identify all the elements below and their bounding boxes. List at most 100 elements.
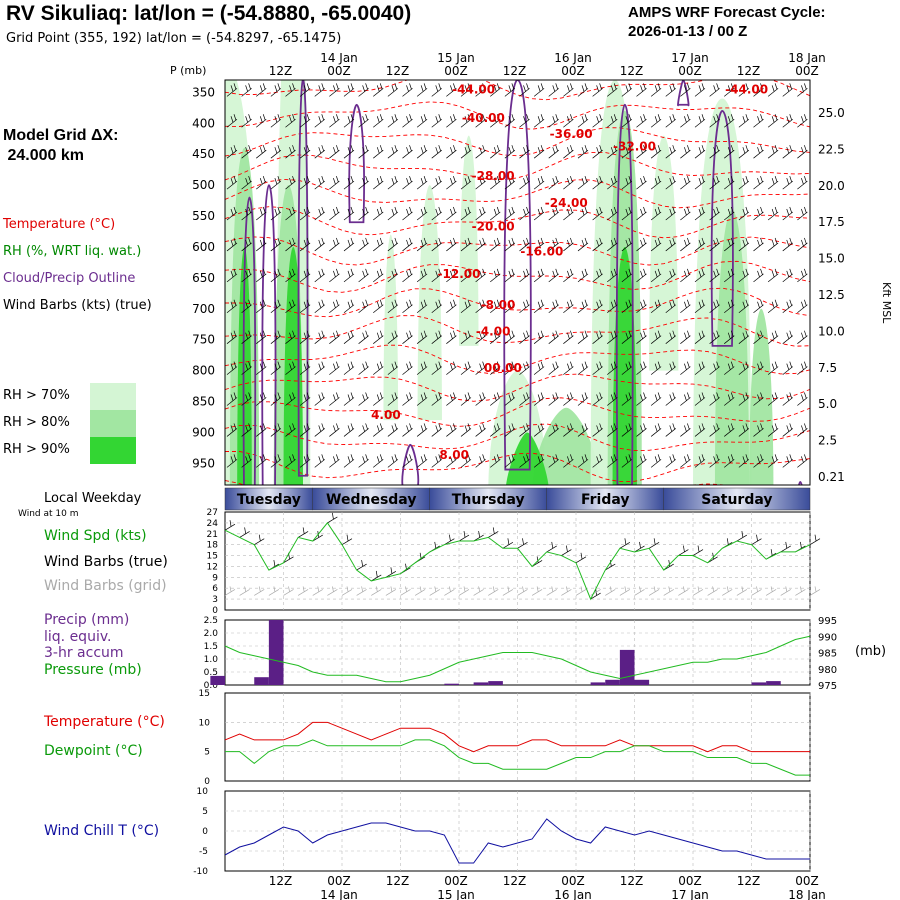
temperature-contour — [225, 127, 810, 157]
height-tick: 10.0 — [818, 324, 845, 338]
rh-region — [506, 432, 549, 485]
wind-barb — [299, 176, 311, 190]
precip-bar — [634, 679, 650, 685]
wind-barb — [782, 454, 793, 468]
wind-barb — [563, 206, 574, 221]
wind-barb — [460, 454, 472, 468]
height-tick: 22.5 — [818, 142, 845, 156]
wind-barb — [738, 330, 750, 344]
cloud-outline — [348, 103, 365, 224]
wind-barb — [548, 299, 559, 314]
wind-barb — [299, 206, 311, 221]
wind-barb — [241, 145, 252, 159]
wind-barb — [270, 145, 282, 159]
wind-barb-grid — [312, 586, 323, 596]
wind-barb — [665, 454, 676, 468]
wind-barb — [460, 206, 472, 221]
wind-barb — [329, 145, 340, 159]
wind-barb — [709, 268, 720, 283]
temperature-contour — [225, 451, 810, 483]
cycle-line-1: AMPS WRF Forecast Cycle: — [628, 4, 826, 21]
wind-barb — [636, 454, 647, 468]
wind-barb — [680, 145, 691, 159]
bottom-time-tick: 00Z — [795, 874, 819, 888]
wind-barb — [694, 268, 706, 283]
wind-barb — [460, 423, 472, 437]
wind-barb — [314, 299, 325, 314]
wind-barb — [343, 268, 355, 283]
temperature-label: Temperature (°C) — [44, 714, 165, 730]
wind-barb — [431, 330, 442, 344]
wind-barb — [416, 83, 428, 97]
top-time-tick: 12Z — [503, 64, 527, 78]
wind-barb — [446, 423, 457, 437]
wind-barb — [680, 114, 691, 128]
wind-barb — [680, 454, 691, 468]
wind-barb — [475, 361, 486, 375]
wind-barb — [270, 83, 282, 97]
weekday-name: Friday — [581, 492, 630, 508]
wind-barb — [387, 454, 399, 468]
wind-barb — [387, 83, 399, 97]
wind-barb — [241, 83, 252, 97]
wind-barb-true — [254, 534, 265, 545]
height-tick: 25.0 — [818, 106, 845, 120]
wind-barb — [329, 268, 340, 283]
wind-barb — [460, 145, 472, 159]
wind-barb-true — [634, 541, 645, 553]
wind-barb — [724, 361, 735, 375]
wind-barb — [519, 330, 530, 344]
wind-barb-true — [371, 570, 382, 582]
wind-barb-grid — [283, 586, 294, 596]
wind-barb-true — [429, 541, 440, 553]
height-tick: 2.5 — [818, 434, 837, 448]
wind-barb — [314, 145, 325, 159]
wind-barb — [402, 392, 413, 406]
wind-barb — [285, 423, 296, 437]
model-grid-line-1: Model Grid ΔX: — [3, 127, 119, 144]
wind-barb — [358, 83, 369, 97]
wind-barb — [753, 361, 764, 375]
wind-barb — [373, 361, 384, 375]
wind-barb — [636, 330, 647, 344]
wind-barb — [285, 299, 296, 314]
temp-y-tick: 10 — [199, 718, 211, 728]
wind-barb — [636, 392, 647, 406]
wind-barb — [592, 299, 603, 314]
wind-barb-true — [488, 527, 499, 538]
wind-barb — [797, 392, 808, 406]
wind-barb — [563, 145, 574, 159]
wind-barb — [373, 114, 384, 128]
wind-barb — [797, 237, 808, 252]
wind-barb — [241, 268, 252, 283]
wind-barb — [256, 237, 267, 252]
wind-barb — [650, 176, 662, 190]
wind-barb — [416, 299, 428, 314]
wind-barb — [797, 361, 808, 375]
wind-barb — [665, 237, 676, 252]
wind-barb — [504, 361, 516, 375]
wind-barb — [680, 268, 691, 283]
wind-barb-grid — [297, 586, 309, 596]
wind-barb — [446, 237, 457, 252]
temp-y-tick: 15 — [199, 689, 210, 699]
wind-barb-true — [268, 560, 280, 571]
wind-barb — [314, 206, 325, 221]
weekday-bar: Tuesday Wednesday Thursday Friday Saturday — [224, 487, 811, 511]
wind-barb — [738, 423, 750, 437]
wind-barb — [694, 454, 706, 468]
wind-barb-grid — [400, 586, 411, 596]
wind-barb — [285, 361, 296, 375]
wind-barb — [797, 268, 808, 283]
model-grid-label: Model Grid ΔX: 24.000 km — [3, 126, 119, 166]
wind-barb — [373, 145, 384, 159]
pressure-tick: 400 — [192, 116, 215, 130]
wind-barb — [358, 114, 369, 128]
bottom-time-tick: 12Z — [737, 874, 761, 888]
wind-barb — [724, 176, 735, 190]
wind-barb — [299, 392, 311, 406]
wind-barb-true — [297, 527, 309, 538]
bottom-date: 18 Jan — [788, 888, 826, 900]
temperature-contour — [225, 344, 810, 375]
wind-barb-true — [736, 530, 748, 542]
